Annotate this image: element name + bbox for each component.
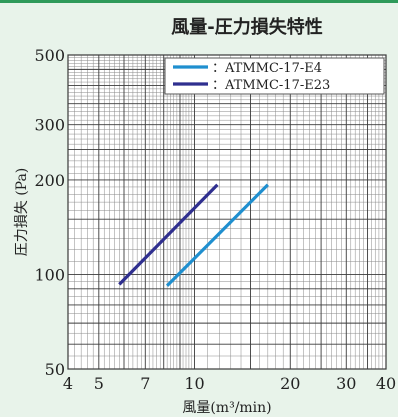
y-axis-label: 圧力損失 (Pa) — [14, 168, 30, 257]
series-line-1 — [165, 183, 269, 287]
y-tick-label: 100 — [34, 266, 65, 285]
x-tick-label: 30 — [336, 374, 356, 393]
plot-area — [67, 54, 387, 370]
x-tick-labels: 4 5 7 10 20 30 40 — [63, 374, 396, 393]
x-tick-label: 10 — [184, 374, 204, 393]
y-tick-label: 500 — [34, 46, 65, 65]
y-tick-label: 50 — [45, 360, 65, 379]
x-tick-label: 20 — [280, 374, 300, 393]
x-tick-label: 5 — [94, 374, 104, 393]
x-axis-label-name: 風量 — [182, 400, 210, 416]
x-axis-unit: (m³/min) — [210, 400, 271, 416]
x-tick-label: 7 — [140, 374, 150, 393]
legend: ：ATMMC-17-E4 ：ATMMC-17-E23 — [164, 57, 385, 95]
y-tick-labels: 50 100 200 300 500 — [34, 46, 65, 379]
chart-title: 風量-圧力損失特性 — [171, 16, 322, 38]
legend-box — [164, 57, 385, 95]
series-line-2 — [118, 183, 219, 286]
x-tick-label: 4 — [63, 374, 73, 393]
series-layer — [118, 183, 269, 287]
y-tick-label: 300 — [34, 116, 65, 135]
grid-major — [67, 54, 387, 370]
x-axis-label: 風量(m³/min) — [182, 400, 271, 416]
legend-label-1: ：ATMMC-17-E4 — [212, 61, 322, 76]
x-tick-label: 40 — [376, 374, 396, 393]
legend-label-2: ：ATMMC-17-E23 — [212, 78, 330, 93]
y-tick-label: 200 — [34, 171, 65, 190]
